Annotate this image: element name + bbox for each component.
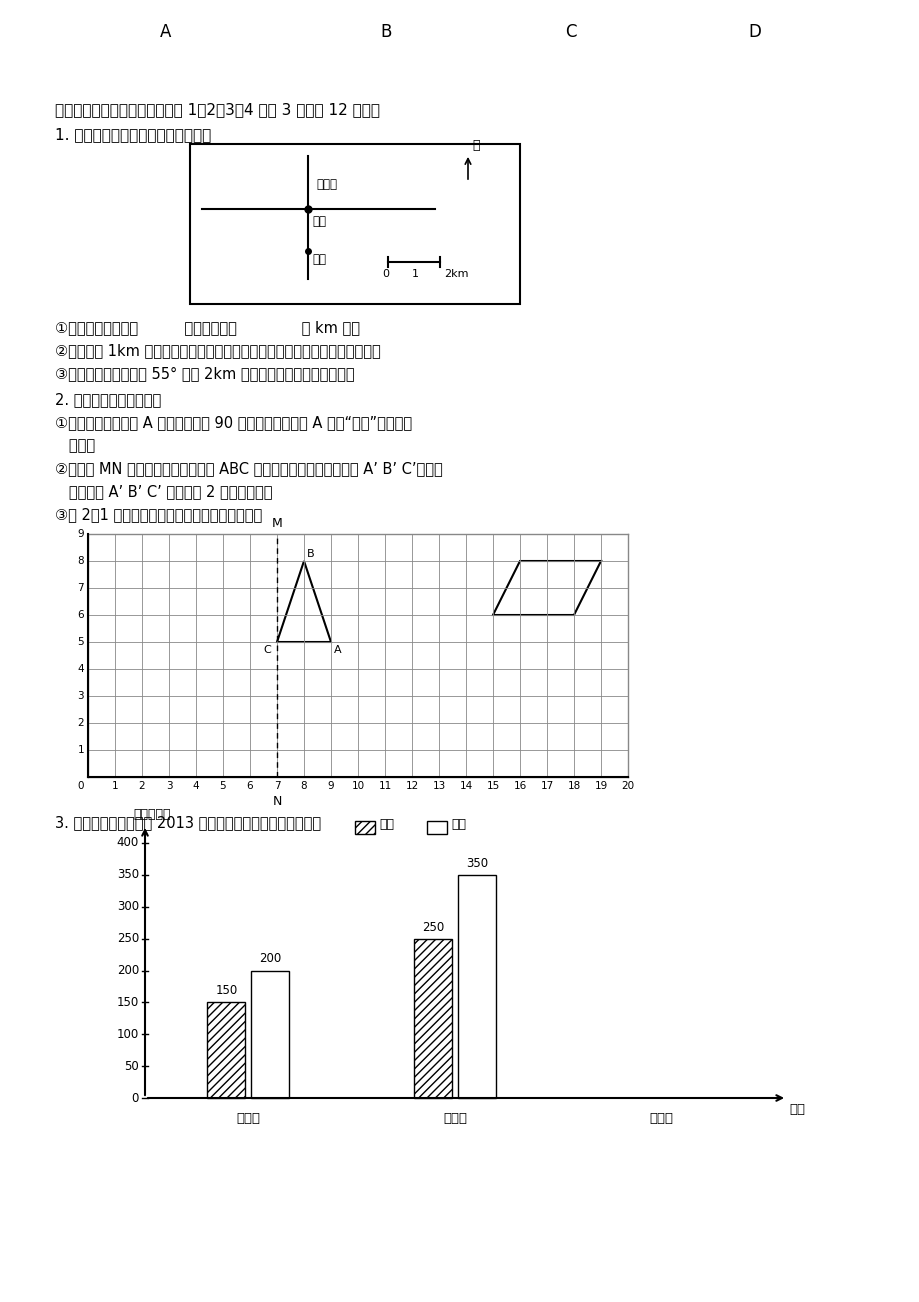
Text: 四、观察图表，动脑动手。（第 1、2、3、4 题各 3 分，共 12 分。）: 四、观察图表，动脑动手。（第 1、2、3、4 题各 3 分，共 12 分。） (55, 102, 380, 117)
Text: 150: 150 (117, 996, 139, 1009)
Text: 1: 1 (77, 745, 84, 755)
Text: 17: 17 (539, 781, 553, 792)
Text: 3: 3 (165, 781, 172, 792)
Text: 7: 7 (273, 781, 280, 792)
Text: 250: 250 (422, 921, 444, 934)
Text: 8: 8 (77, 556, 84, 566)
Text: 一月份: 一月份 (236, 1112, 260, 1125)
Text: 0: 0 (77, 781, 84, 792)
Text: 2: 2 (77, 717, 84, 728)
Text: 300: 300 (117, 900, 139, 913)
Text: 4: 4 (77, 664, 84, 674)
Text: A: A (334, 644, 341, 655)
Text: 200: 200 (117, 963, 139, 976)
Bar (251, 970, 289, 1098)
Bar (426, 822, 447, 835)
Text: 2km: 2km (444, 270, 468, 279)
Bar (458, 875, 495, 1098)
Text: 1: 1 (111, 781, 119, 792)
Text: B: B (380, 23, 391, 40)
Text: 6: 6 (246, 781, 253, 792)
Text: 出三角形 A’ B’ C’ 向左平移 2 格后的图形。: 出三角形 A’ B’ C’ 向左平移 2 格后的图形。 (55, 484, 272, 499)
Text: A: A (160, 23, 171, 40)
Text: 0: 0 (382, 270, 389, 279)
Bar (207, 1003, 245, 1098)
Text: 11: 11 (378, 781, 391, 792)
Text: 20: 20 (620, 781, 634, 792)
Text: 二月份: 二月份 (443, 1112, 467, 1125)
Text: ①画出这个三角形绕 A 点顺时针旋转 90 后的图形，并在原 A 点用“数对”表示它的: ①画出这个三角形绕 A 点顺时针旋转 90 后的图形，并在原 A 点用“数对”表… (55, 415, 412, 430)
Text: 10: 10 (351, 781, 364, 792)
Text: 18: 18 (567, 781, 580, 792)
Text: 2: 2 (139, 781, 145, 792)
Text: 250: 250 (117, 932, 139, 945)
Text: M: M (271, 517, 282, 530)
Bar (355, 822, 375, 835)
Text: 7: 7 (77, 583, 84, 592)
Text: 350: 350 (465, 857, 488, 870)
Text: 200: 200 (259, 953, 281, 966)
Text: 15: 15 (486, 781, 499, 792)
Text: ②以直线 MN 为对称轴，画出三角形 ABC 的轴对称图形，得到三角形 A’ B’ C’，再画: ②以直线 MN 为对称轴，画出三角形 ABC 的轴对称图形，得到三角形 A’ B… (55, 461, 442, 477)
Text: ①学校位于广场的（          ）面，大约（              ） km 处。: ①学校位于广场的（ ）面，大约（ ） km 处。 (55, 320, 359, 335)
Text: N: N (272, 796, 281, 809)
Text: B: B (307, 549, 314, 559)
Text: 8: 8 (301, 781, 307, 792)
Text: C: C (564, 23, 575, 40)
Text: 三月份: 三月份 (649, 1112, 673, 1125)
Text: D: D (747, 23, 760, 40)
Text: 50: 50 (124, 1060, 139, 1073)
Text: 150: 150 (215, 984, 237, 997)
Text: ②广场西面 1km 处有一条商业街与人民路垂直，请在图中画线段表示商业街。: ②广场西面 1km 处有一条商业街与人民路垂直，请在图中画线段表示商业街。 (55, 342, 380, 358)
Text: ③书店位于广场东偏北 55° 方向 2km 处，请在图上标出它的位置。: ③书店位于广场东偏北 55° 方向 2km 处，请在图上标出它的位置。 (55, 366, 354, 381)
Text: 人民路: 人民路 (315, 178, 336, 191)
Text: 9: 9 (77, 529, 84, 539)
Text: 5: 5 (77, 637, 84, 647)
Text: 13: 13 (432, 781, 445, 792)
Text: 4: 4 (192, 781, 199, 792)
Text: 计划: 计划 (379, 819, 393, 832)
Text: 5: 5 (220, 781, 226, 792)
Text: 北: 北 (471, 139, 479, 152)
Text: 14: 14 (459, 781, 472, 792)
Text: 16: 16 (513, 781, 526, 792)
Text: 19: 19 (594, 781, 607, 792)
Text: 单位：万元: 单位：万元 (133, 809, 170, 822)
Bar (190, 145, 519, 303)
Text: 位置。: 位置。 (55, 437, 95, 453)
Text: 3. 下面是泉港区某超市 2013 年第一季度销售额情况统计图。: 3. 下面是泉港区某超市 2013 年第一季度销售额情况统计图。 (55, 815, 321, 829)
Text: 3: 3 (77, 691, 84, 700)
Text: 350: 350 (117, 868, 139, 881)
Text: 9: 9 (327, 781, 334, 792)
Text: 0: 0 (131, 1091, 139, 1104)
Text: 12: 12 (405, 781, 418, 792)
Text: 实际: 实际 (450, 819, 466, 832)
Text: 广场: 广场 (312, 215, 325, 228)
Text: 2. 在下面方格纸上作图。: 2. 在下面方格纸上作图。 (55, 392, 161, 408)
Text: 1: 1 (411, 270, 418, 279)
Text: 月份: 月份 (789, 1103, 804, 1116)
Text: 1. 看图回答问题，并按要求画一画。: 1. 看图回答问题，并按要求画一画。 (55, 128, 211, 142)
Text: 学校: 学校 (312, 253, 325, 266)
Text: 6: 6 (77, 611, 84, 620)
Text: ③按 2：1 的比例画出平行四边形放大后的图形。: ③按 2：1 的比例画出平行四边形放大后的图形。 (55, 506, 262, 522)
Text: 100: 100 (117, 1027, 139, 1040)
Text: 400: 400 (117, 836, 139, 849)
Bar (414, 939, 451, 1098)
Text: C: C (263, 644, 270, 655)
